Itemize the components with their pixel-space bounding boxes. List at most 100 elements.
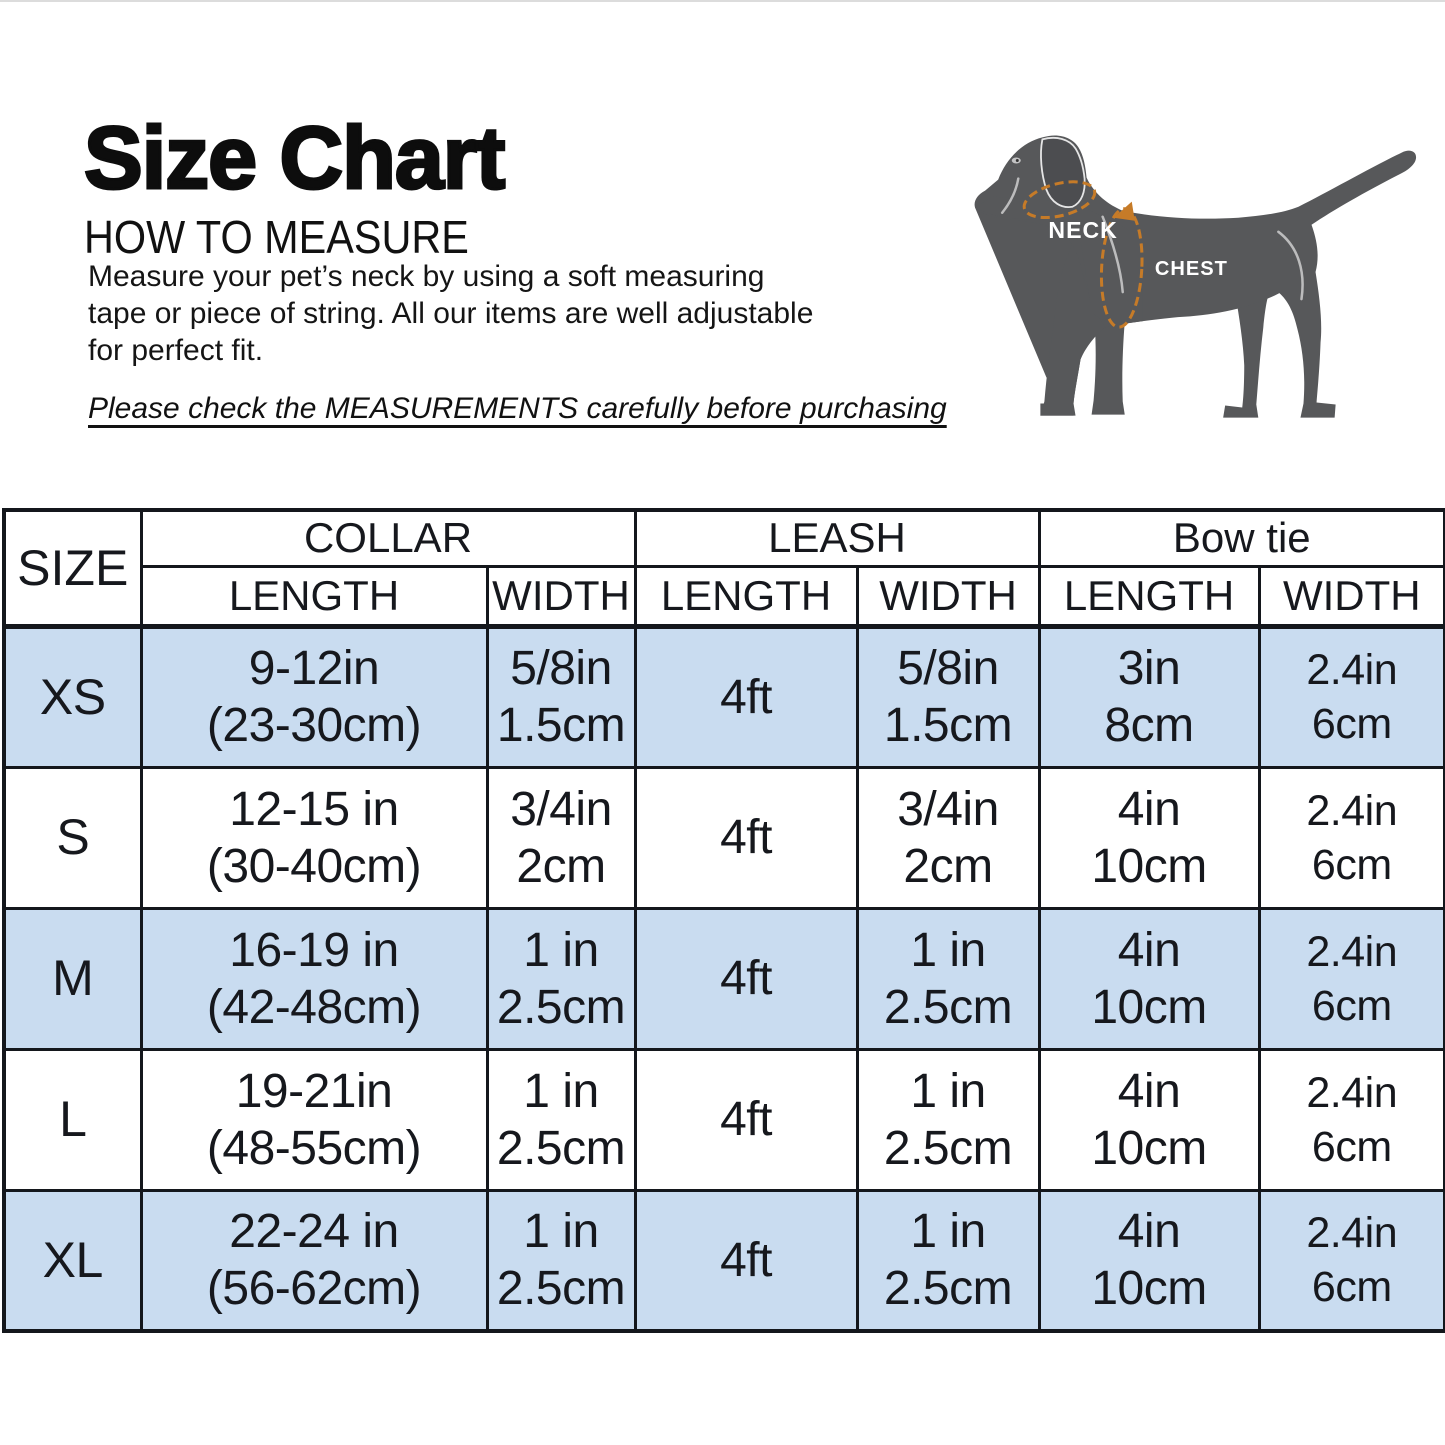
xs-leash-length-cell: 4ft: [633, 624, 859, 769]
value-line: 4in: [1117, 923, 1181, 977]
value-line: 10cm: [1091, 1121, 1207, 1175]
collar-group-header: COLLAR: [139, 508, 637, 568]
dog-thigh-highlight: [1277, 230, 1304, 301]
collar-width-header: WIDTH: [485, 564, 637, 629]
value-line: 9-12in: [248, 642, 380, 695]
value-line: 16-19 in: [229, 923, 399, 977]
xs-size-cell: XS: [2, 624, 143, 769]
measurement-warning-note: Please check the MEASUREMENTS carefully …: [88, 392, 947, 425]
s-collar-width-cell: 3/4in 2cm: [485, 765, 637, 910]
value-line: 19-21in: [235, 1064, 393, 1118]
value-line: (42-48cm): [206, 980, 422, 1034]
xl-size-cell: XL: [2, 1188, 143, 1333]
value-line: (23-30cm): [206, 699, 422, 752]
xl-collar-length-cell: 22-24 in (56-62cm): [139, 1188, 489, 1333]
s-leash-length-cell: 4ft: [633, 765, 859, 910]
value-line: (48-55cm): [206, 1121, 422, 1175]
l-collar-width-cell: 1 in 2.5cm: [485, 1047, 637, 1192]
xl-collar-width-cell: 1 in 2.5cm: [485, 1188, 637, 1333]
l-leash-length-cell: 4ft: [633, 1047, 859, 1192]
instructions-line-1: Measure your pet’s neck by using a soft …: [88, 260, 765, 293]
m-bowtie-length-cell: 4in 10cm: [1037, 906, 1261, 1051]
value-line: 3/4in: [510, 782, 612, 836]
value-line: 2.5cm: [496, 980, 626, 1034]
value-line: 2.5cm: [496, 1121, 626, 1175]
m-leash-width-cell: 1 in 2.5cm: [855, 906, 1041, 1051]
value-line: 2.5cm: [496, 1262, 626, 1316]
value-line: 1.5cm: [883, 699, 1013, 752]
l-leash-width-cell: 1 in 2.5cm: [855, 1047, 1041, 1192]
value-line: 4in: [1117, 1064, 1181, 1118]
value-line: 2.5cm: [883, 1121, 1013, 1175]
bowtie-length-header: LENGTH: [1037, 564, 1261, 629]
dog-silhouette-graphic: NECK CHEST: [974, 135, 1417, 418]
table-row-s: S 12-15 in (30-40cm) 3/4in 2cm 4ft 3/4in…: [2, 765, 1445, 910]
dog-ear: [1040, 136, 1086, 208]
xl-bowtie-width-cell: 2.4in 6cm: [1257, 1188, 1445, 1333]
value-line: (30-40cm): [206, 839, 422, 893]
measuring-instructions: Measure your pet’s neck by using a soft …: [88, 258, 813, 369]
xs-leash-width-cell: 5/8in 1.5cm: [855, 624, 1041, 769]
m-collar-width-cell: 1 in 2.5cm: [485, 906, 637, 1051]
value-line: 10cm: [1091, 980, 1207, 1034]
value-line: 6cm: [1311, 840, 1392, 889]
table-row-xl: XL 22-24 in (56-62cm) 1 in 2.5cm 4ft 1 i…: [2, 1188, 1445, 1333]
value-line: 2cm: [903, 839, 993, 893]
value-line: 5/8in: [510, 642, 612, 695]
s-size-cell: S: [2, 765, 143, 910]
value-line: 22-24 in: [229, 1205, 399, 1259]
value-line: 5/8in: [897, 642, 999, 695]
value-line: 2.4in: [1306, 646, 1398, 694]
value-line: 10cm: [1091, 1262, 1207, 1316]
sub-header-row: LENGTH WIDTH LENGTH WIDTH LENGTH WIDTH: [4, 564, 1445, 629]
dog-eye-pupil: [1015, 159, 1019, 163]
xs-collar-width-cell: 5/8in 1.5cm: [485, 624, 637, 769]
value-line: 6cm: [1311, 700, 1392, 748]
neck-measure-ellipse: [1022, 180, 1097, 220]
value-line: 1.5cm: [496, 699, 626, 752]
value-line: 12-15 in: [229, 782, 399, 836]
dog-neck-highlight: [1000, 177, 1020, 214]
instructions-line-3: for perfect fit.: [88, 334, 264, 367]
page-title: Size Chart: [82, 108, 506, 207]
m-size-cell: M: [2, 906, 143, 1051]
leash-width-header: WIDTH: [855, 564, 1041, 629]
value-line: 2.4in: [1306, 786, 1398, 835]
xl-bowtie-length-cell: 4in 10cm: [1037, 1188, 1261, 1333]
xs-collar-length-cell: 9-12in (23-30cm): [139, 624, 489, 769]
s-leash-width-cell: 3/4in 2cm: [855, 765, 1041, 910]
value-line: 2cm: [516, 839, 606, 893]
dog-measurement-diagram: NECK CHEST: [952, 106, 1424, 448]
neck-label: NECK: [1048, 217, 1117, 243]
m-leash-length-cell: 4ft: [633, 906, 859, 1051]
value-line: (56-62cm): [206, 1262, 422, 1316]
leash-group-header: LEASH: [633, 508, 1041, 568]
dog-chest: [975, 196, 1143, 324]
l-bowtie-length-cell: 4in 10cm: [1037, 1047, 1261, 1192]
l-size-cell: L: [2, 1047, 143, 1192]
bowtie-width-header: WIDTH: [1257, 564, 1445, 629]
leash-length-header: LENGTH: [633, 564, 859, 629]
instructions-line-2: tape or piece of string. All our items a…: [88, 297, 814, 330]
l-bowtie-width-cell: 2.4in 6cm: [1257, 1047, 1445, 1192]
chest-label: CHEST: [1155, 258, 1228, 280]
value-line: 1 in: [910, 923, 986, 977]
chest-measure-arrowhead: [1113, 201, 1135, 221]
value-line: 1 in: [910, 1205, 986, 1259]
dog-far-front-leg: [1091, 319, 1125, 415]
value-line: 6cm: [1311, 1263, 1392, 1312]
dog-far-rear-leg: [1223, 293, 1270, 418]
table-row-xs: XS 9-12in (23-30cm) 5/8in 1.5cm 4ft 5/8i…: [2, 624, 1445, 769]
value-line: 6cm: [1311, 1122, 1392, 1171]
value-line: 10cm: [1091, 839, 1207, 893]
xs-bowtie-width-cell: 2.4in 6cm: [1257, 624, 1445, 769]
value-line: 6cm: [1311, 981, 1392, 1030]
m-bowtie-width-cell: 2.4in 6cm: [1257, 906, 1445, 1051]
table-row-m: M 16-19 in (42-48cm) 1 in 2.5cm 4ft 1 in…: [2, 906, 1445, 1051]
table-row-l: L 19-21in (48-55cm) 1 in 2.5cm 4ft 1 in …: [2, 1047, 1445, 1192]
value-line: 2.5cm: [883, 980, 1013, 1034]
size-column-header: SIZE: [2, 508, 143, 629]
bowtie-group-header: Bow tie: [1037, 508, 1445, 568]
how-to-measure-heading: HOW TO MEASURE: [84, 211, 469, 263]
